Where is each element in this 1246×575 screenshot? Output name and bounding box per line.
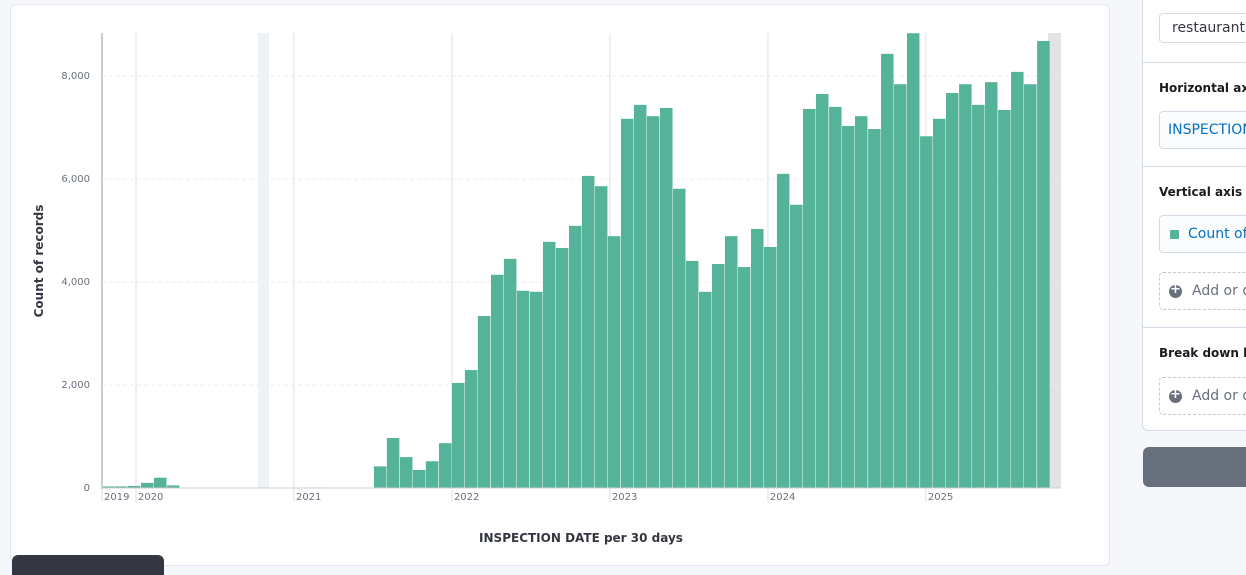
bottom-tab[interactable] — [12, 555, 164, 575]
bar — [906, 33, 920, 488]
bar — [776, 173, 790, 488]
bar — [1011, 71, 1024, 488]
bar — [503, 258, 517, 488]
bar — [751, 228, 764, 488]
y-tick-label: 0 — [84, 483, 90, 494]
gap-band — [258, 33, 269, 488]
bar — [815, 94, 829, 489]
y-tick-label: 6,000 — [61, 174, 90, 185]
section-title: Horizontal axis — [1159, 81, 1246, 95]
bar — [399, 457, 413, 488]
bar — [854, 116, 868, 488]
bar — [790, 204, 803, 488]
sidebar: restaurantn Horizontal axis INSPECTION V… — [1142, 0, 1246, 431]
bar — [373, 466, 387, 488]
bar — [803, 108, 816, 488]
bar — [529, 291, 543, 488]
bar — [542, 241, 556, 488]
bar — [685, 260, 699, 488]
bar — [660, 107, 673, 488]
bar — [881, 53, 894, 488]
bar — [166, 485, 180, 488]
bar — [699, 291, 712, 488]
bar — [102, 486, 115, 488]
add-button[interactable]: Add or d — [1159, 272, 1246, 310]
chart: 0 2,000 4,000 6,000 8,000 2019 2020 2021 2022 202… — [32, 33, 1061, 545]
bar — [127, 485, 141, 488]
x-axis-title: INSPECTION DATE per 30 days — [479, 531, 683, 545]
bar — [386, 438, 400, 488]
bar — [972, 104, 985, 488]
bar — [711, 263, 725, 488]
add-button[interactable]: Add or d — [1159, 377, 1246, 415]
bar — [464, 370, 478, 488]
bar — [569, 225, 582, 488]
bar — [555, 248, 569, 488]
y-tick-label: 2,000 — [61, 380, 90, 391]
bar — [607, 236, 621, 488]
bar — [1037, 40, 1050, 489]
bar — [868, 129, 881, 488]
bar — [933, 118, 946, 488]
bar — [633, 104, 647, 488]
action-button[interactable] — [1143, 447, 1246, 487]
bar — [581, 175, 595, 488]
bar — [451, 382, 465, 488]
x-tick-label: 2020 — [138, 492, 163, 503]
bar — [620, 118, 634, 488]
series-swatch — [1170, 230, 1179, 239]
x-tick-label: 2019 — [104, 492, 129, 503]
x-tick-label: 2024 — [770, 492, 795, 503]
bar — [516, 290, 530, 488]
bar — [425, 461, 439, 488]
section-title: Break down by — [1159, 346, 1246, 360]
x-tick-label: 2025 — [928, 492, 953, 503]
bar — [724, 236, 738, 488]
section: Break down by Add or d — [1143, 327, 1246, 430]
bar — [1024, 84, 1037, 488]
bar — [672, 188, 686, 488]
bar — [985, 82, 998, 489]
bar — [412, 469, 426, 488]
y-axis-title: Count of records — [32, 205, 46, 318]
bar — [438, 443, 452, 488]
bar — [920, 136, 933, 488]
bar — [945, 92, 959, 489]
section: Horizontal axis INSPECTION — [1143, 62, 1246, 167]
x-tick-label: 2021 — [296, 492, 321, 503]
bar — [829, 106, 842, 488]
section-title: Vertical axis — [1159, 185, 1243, 199]
bar — [998, 109, 1011, 489]
bar — [153, 477, 167, 488]
chart-panel: 0 2,000 4,000 6,000 8,000 2019 2020 2021 2022 202… — [10, 4, 1110, 566]
x-tick-label: 2022 — [454, 492, 479, 503]
bar — [646, 116, 660, 488]
y-tick-label: 4,000 — [61, 277, 90, 288]
bar — [763, 246, 777, 488]
bar — [477, 315, 491, 488]
bar — [737, 267, 751, 488]
bar — [894, 84, 907, 488]
bar — [490, 274, 504, 488]
partial-band — [1048, 33, 1061, 488]
dimension-button[interactable]: INSPECTION — [1159, 111, 1246, 149]
bar — [959, 84, 972, 488]
bar — [594, 186, 608, 488]
index-select[interactable]: restaurantn — [1159, 13, 1246, 43]
bar — [141, 482, 154, 488]
section: Vertical axis Count of Add or d — [1143, 166, 1246, 328]
bar — [114, 486, 128, 488]
y-tick-label: 8,000 — [61, 71, 90, 82]
bar — [842, 125, 855, 489]
x-tick-label: 2023 — [612, 492, 637, 503]
